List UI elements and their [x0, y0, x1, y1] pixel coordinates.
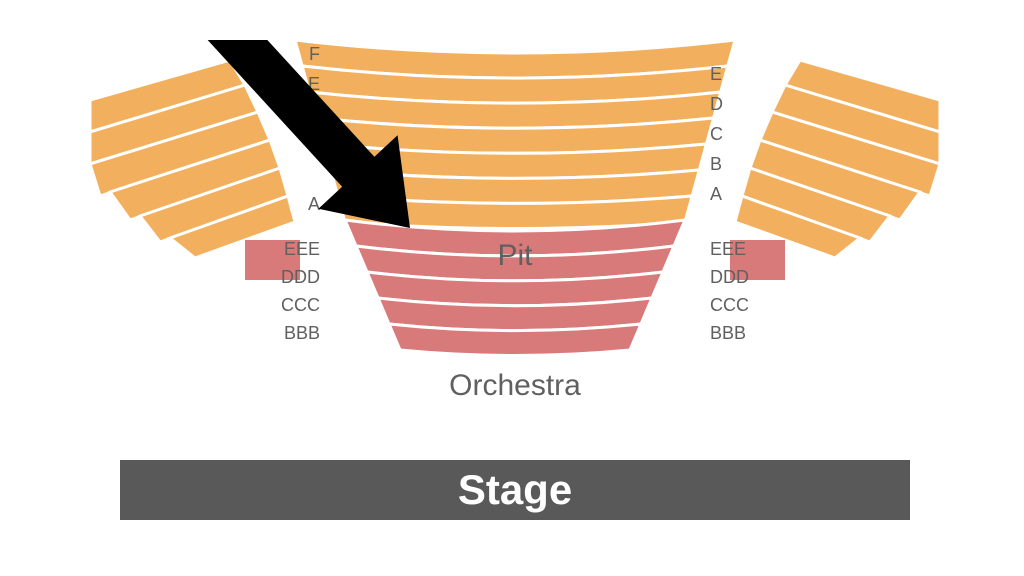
row-label: BBB [710, 323, 746, 343]
row-label: F [309, 44, 320, 64]
stage-label: Stage [458, 466, 572, 513]
row-label: DDD [710, 267, 749, 287]
row-label: CCC [710, 295, 749, 315]
seating-chart: PitFEDAEEEDDDCCCBBBEDCBAEEEDDDCCCBBBOrch… [90, 40, 940, 540]
row-label: E [710, 64, 722, 84]
row-label: CCC [281, 295, 320, 315]
row-label: A [308, 194, 320, 214]
row-label: EEE [710, 239, 746, 259]
orchestra-label: Orchestra [449, 369, 581, 402]
row-label: C [710, 124, 723, 144]
row-label: D [710, 94, 723, 114]
row-label: B [710, 154, 722, 174]
pit-label: Pit [497, 239, 533, 272]
row-label: DDD [281, 267, 320, 287]
row-label: A [710, 184, 722, 204]
row-label: BBB [284, 323, 320, 343]
row-label: EEE [284, 239, 320, 259]
